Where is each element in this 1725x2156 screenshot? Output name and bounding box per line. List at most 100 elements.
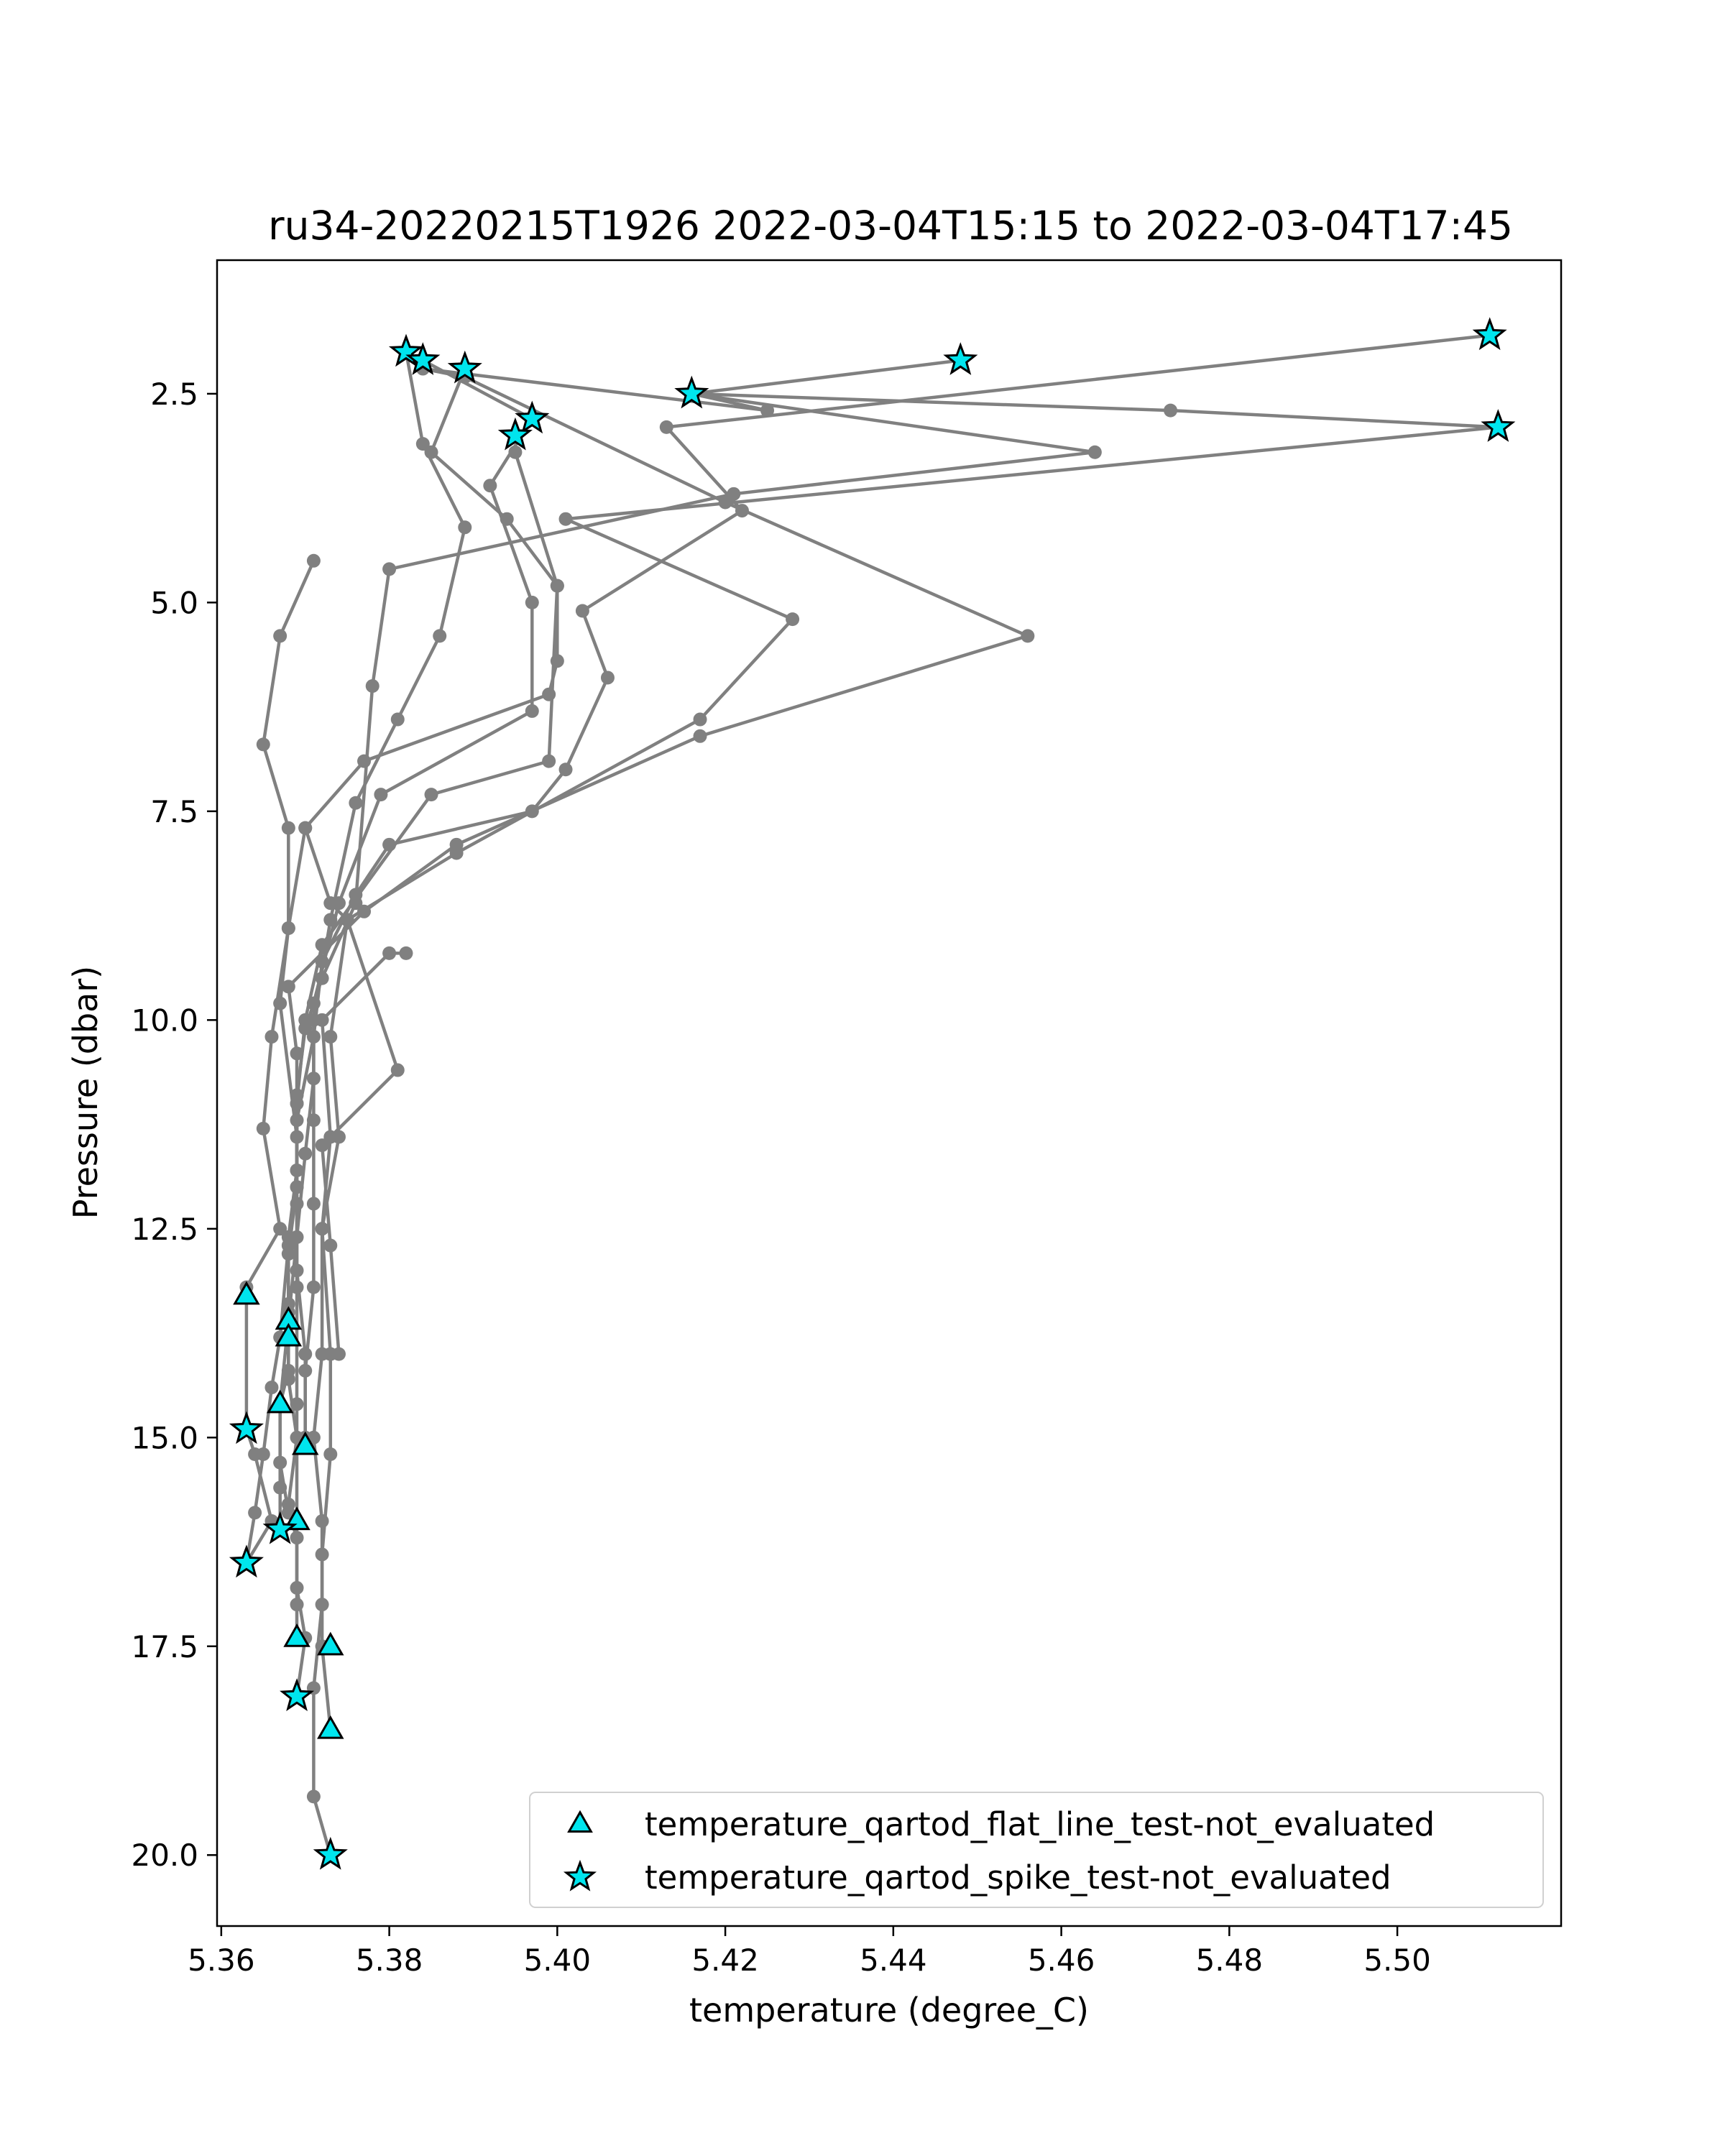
data-point bbox=[315, 1222, 329, 1236]
data-point bbox=[659, 420, 673, 434]
data-point bbox=[1021, 629, 1035, 643]
data-point bbox=[306, 553, 321, 568]
x-tick-label: 5.40 bbox=[524, 1943, 592, 1978]
data-point bbox=[693, 712, 707, 727]
x-tick-label: 5.38 bbox=[356, 1943, 423, 1978]
y-axis: 2.5 5.0 7.5 10.0 12.5 15.0 17.5 20.0 bbox=[131, 377, 217, 1873]
x-axis-label: temperature (degree_C) bbox=[689, 1991, 1089, 2030]
flat-line-marker bbox=[283, 1623, 310, 1647]
spike-marker bbox=[1481, 409, 1516, 442]
data-point bbox=[306, 1280, 321, 1294]
marker-layer bbox=[229, 317, 1516, 1870]
data-point bbox=[600, 671, 615, 685]
spike-marker bbox=[280, 1678, 315, 1711]
flat-line-marker bbox=[266, 1389, 294, 1414]
data-point bbox=[357, 904, 372, 918]
data-point bbox=[290, 1598, 304, 1612]
legend: temperature_qartod_flat_line_test-not_ev… bbox=[529, 1792, 1544, 1908]
spike-marker bbox=[229, 1544, 264, 1578]
legend-star-icon bbox=[563, 1859, 597, 1892]
data-point bbox=[508, 445, 523, 459]
data-point bbox=[382, 562, 397, 576]
data-point bbox=[323, 1030, 338, 1044]
data-point bbox=[399, 946, 413, 960]
chart-title: ru34-20220215T1926 2022-03-04T15:15 to 2… bbox=[268, 203, 1513, 249]
y-tick-label: 15.0 bbox=[131, 1420, 198, 1455]
data-point bbox=[273, 1222, 288, 1236]
y-tick-label: 20.0 bbox=[131, 1838, 198, 1873]
data-point bbox=[374, 788, 388, 802]
data-point bbox=[340, 913, 354, 927]
data-point bbox=[575, 604, 589, 618]
plot-area bbox=[216, 259, 1563, 1927]
x-tick-label: 5.50 bbox=[1363, 1943, 1431, 1978]
legend-entry-label: temperature_qartod_flat_line_test-not_ev… bbox=[645, 1805, 1435, 1843]
data-point bbox=[382, 946, 397, 960]
data-point bbox=[273, 1455, 288, 1470]
profile-line-11 bbox=[312, 952, 406, 1856]
spike-marker bbox=[388, 333, 423, 367]
data-point bbox=[290, 1263, 304, 1278]
data-point bbox=[281, 821, 295, 835]
spike-marker bbox=[447, 350, 482, 384]
data-point bbox=[315, 1138, 329, 1153]
data-point bbox=[525, 704, 539, 718]
data-point bbox=[298, 1021, 313, 1036]
data-point bbox=[264, 1030, 279, 1044]
spike-marker bbox=[262, 1511, 298, 1544]
data-point bbox=[281, 1363, 295, 1378]
legend-frame bbox=[529, 1792, 1544, 1908]
spike-marker bbox=[497, 417, 533, 451]
data-point bbox=[390, 712, 405, 727]
x-tick-label: 5.48 bbox=[1196, 1943, 1264, 1978]
data-point bbox=[349, 896, 363, 911]
series-layer bbox=[239, 328, 1505, 1862]
data-point bbox=[449, 837, 464, 852]
data-point bbox=[542, 754, 556, 768]
data-point bbox=[306, 1197, 321, 1211]
flat-line-marker bbox=[291, 1431, 319, 1455]
data-point bbox=[315, 938, 329, 952]
data-point bbox=[458, 520, 472, 535]
data-point bbox=[306, 1030, 321, 1044]
data-point bbox=[558, 512, 573, 526]
data-point bbox=[693, 729, 707, 743]
flat-line-marker bbox=[275, 1322, 303, 1347]
data-point bbox=[349, 796, 363, 810]
data-point bbox=[248, 1506, 262, 1520]
y-tick-label: 17.5 bbox=[131, 1629, 198, 1664]
spike-marker bbox=[674, 375, 709, 409]
data-point bbox=[323, 1238, 338, 1253]
spike-marker bbox=[405, 342, 441, 375]
data-point bbox=[315, 1598, 329, 1612]
data-point bbox=[365, 679, 380, 694]
data-point bbox=[424, 445, 438, 459]
data-point bbox=[357, 754, 372, 768]
data-point bbox=[323, 1447, 338, 1462]
profile-line-4 bbox=[320, 359, 1500, 1731]
data-point bbox=[264, 1381, 279, 1395]
x-axis: 5.36 5.38 5.40 5.42 5.44 5.46 5.48 5.50 bbox=[188, 1926, 1431, 1978]
data-point bbox=[290, 1531, 304, 1545]
data-point bbox=[483, 479, 497, 493]
data-point bbox=[315, 1013, 329, 1027]
data-point bbox=[290, 1163, 304, 1177]
data-point bbox=[281, 921, 295, 936]
data-point bbox=[315, 1347, 329, 1361]
data-point bbox=[760, 403, 775, 418]
data-point bbox=[298, 1146, 313, 1161]
spike-marker bbox=[313, 1836, 348, 1870]
data-point bbox=[433, 629, 447, 643]
spike-marker bbox=[943, 342, 978, 375]
data-point bbox=[248, 1447, 262, 1462]
data-point bbox=[290, 1088, 304, 1102]
data-point bbox=[306, 1789, 321, 1804]
data-point bbox=[424, 788, 438, 802]
data-point bbox=[298, 1347, 313, 1361]
data-point bbox=[323, 896, 338, 911]
data-point bbox=[1164, 403, 1178, 418]
profile-line-8 bbox=[244, 392, 1097, 1563]
x-tick-label: 5.46 bbox=[1028, 1943, 1095, 1978]
data-point bbox=[390, 1063, 405, 1077]
